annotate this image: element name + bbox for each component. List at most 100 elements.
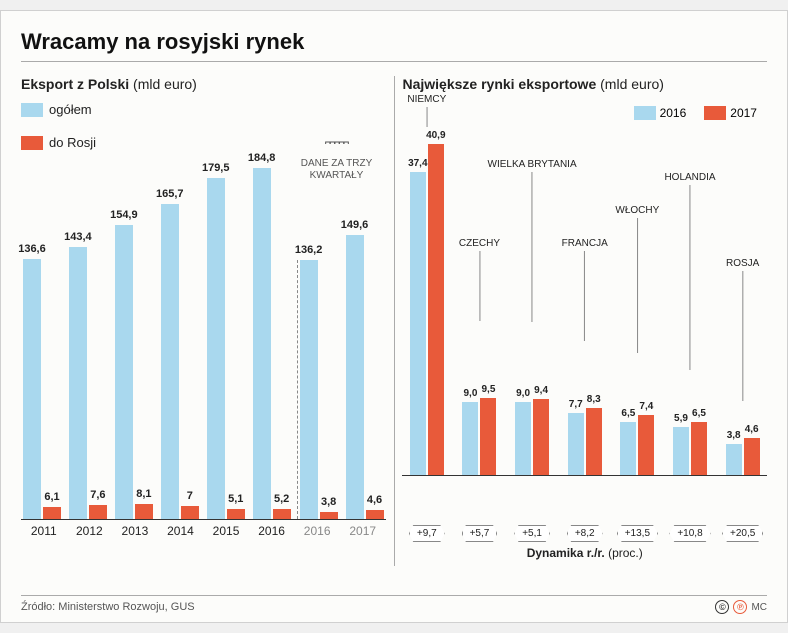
bar-total-value: 154,9 xyxy=(110,209,138,221)
bar-russia-value: 5,2 xyxy=(274,493,289,505)
country-column: WŁOCHY6,57,4 xyxy=(613,415,662,475)
bar-2017: 7,4 xyxy=(638,415,654,475)
bar-russia: 8,1 xyxy=(135,504,153,519)
country-column: ROSJA3,84,6 xyxy=(718,438,767,475)
p-mark-icon: ℗ xyxy=(733,600,747,614)
left-panel: Eksport z Polski (mld euro) ogółem do Ro… xyxy=(21,76,386,566)
bar-russia-value: 8,1 xyxy=(136,488,151,500)
year-label: 2017 xyxy=(340,524,386,538)
bar-2016: 9,0 xyxy=(462,402,478,475)
bar-2017-value: 9,5 xyxy=(481,384,495,395)
dynamics-cell: +8,2 xyxy=(560,525,609,542)
year-label: 2012 xyxy=(67,524,113,538)
bar-russia-value: 7,6 xyxy=(90,489,105,501)
country-column: HOLANDIA5,96,5 xyxy=(666,422,715,475)
dynamics-cell: +9,7 xyxy=(402,525,451,542)
dynamics-cell: +20,5 xyxy=(718,525,767,542)
bar-2017-value: 9,4 xyxy=(534,385,548,396)
bar-2017: 4,6 xyxy=(744,438,760,475)
copyright-icon: © xyxy=(715,600,729,614)
year-label: 2011 xyxy=(21,524,67,538)
dynamics-cell: +5,1 xyxy=(508,525,557,542)
year-label: 2016 xyxy=(294,524,340,538)
main-title: Wracamy na rosyjski rynek xyxy=(21,29,767,55)
bar-total: 165,7 xyxy=(161,204,179,519)
country-name: NIEMCY xyxy=(407,94,446,127)
title-divider xyxy=(21,61,767,62)
country-name: HOLANDIA xyxy=(664,172,715,370)
bar-2016-value: 7,7 xyxy=(569,399,583,410)
country-column: FRANCJA7,78,3 xyxy=(560,408,609,475)
bar-2016-value: 6,5 xyxy=(621,408,635,419)
bar-2016-value: 9,0 xyxy=(516,388,530,399)
bar-2016: 7,7 xyxy=(568,413,584,475)
country-name: ROSJA xyxy=(726,258,759,401)
left-bars: 136,66,1143,47,6154,98,1165,77179,55,118… xyxy=(21,140,386,520)
bar-total-value: 179,5 xyxy=(202,162,230,174)
country-name: FRANCJA xyxy=(562,238,608,341)
dynamics-title: Dynamika r./r. (proc.) xyxy=(527,546,643,560)
year-column: 179,55,1 xyxy=(205,178,247,519)
bar-2016-value: 9,0 xyxy=(463,388,477,399)
bar-2016: 37,4 xyxy=(410,172,426,475)
bar-total: 136,6 xyxy=(23,259,41,519)
bar-total: 179,5 xyxy=(207,178,225,519)
legend-2016-label: 2016 xyxy=(660,106,687,120)
bar-russia-value: 5,1 xyxy=(228,493,243,505)
bar-total: 136,2 xyxy=(300,260,318,519)
dynamics-cell: +13,5 xyxy=(613,525,662,542)
year-column: 184,85,2 xyxy=(251,168,293,519)
bar-2016-value: 5,9 xyxy=(674,413,688,424)
dynamics-value: +8,2 xyxy=(567,525,603,542)
dynamics-value: +13,5 xyxy=(617,525,658,542)
bar-2017-value: 8,3 xyxy=(587,394,601,405)
bar-russia: 6,1 xyxy=(43,507,61,519)
right-subtitle-bold: Największe rynki eksportowe xyxy=(402,76,596,92)
bar-2017-value: 6,5 xyxy=(692,408,706,419)
right-bars: NIEMCY37,440,9CZECHY9,09,5WIELKA BRYTANI… xyxy=(402,136,767,476)
bar-2016: 6,5 xyxy=(620,422,636,475)
left-xlabels: 20112012201320142015201620162017 xyxy=(21,524,386,538)
bar-russia-value: 7 xyxy=(187,490,193,502)
country-name: WŁOCHY xyxy=(615,205,659,353)
dynamics-title-unit: (proc.) xyxy=(605,546,643,560)
bar-total-value: 165,7 xyxy=(156,188,184,200)
bar-2016-value: 37,4 xyxy=(408,158,427,169)
left-subtitle: Eksport z Polski (mld euro) xyxy=(21,76,386,92)
right-panel: Największe rynki eksportowe (mld euro) 2… xyxy=(402,76,767,566)
dynamics-value: +5,7 xyxy=(462,525,498,542)
year-column: 149,64,6 xyxy=(344,235,386,519)
right-chart-area: NIEMCY37,440,9CZECHY9,09,5WIELKA BRYTANI… xyxy=(402,136,767,518)
year-label: 2015 xyxy=(203,524,249,538)
legend-2017: 2017 xyxy=(704,106,757,120)
bar-2016: 9,0 xyxy=(515,402,531,475)
bar-total-value: 136,2 xyxy=(295,244,323,256)
bar-2016: 5,9 xyxy=(673,427,689,475)
panel-divider xyxy=(394,76,395,566)
dynamics-value: +5,1 xyxy=(514,525,550,542)
dynamics-value: +20,5 xyxy=(722,525,763,542)
country-column: WIELKA BRYTANIA9,09,4 xyxy=(508,399,557,475)
bar-total-value: 136,6 xyxy=(18,243,46,255)
bar-russia-value: 3,8 xyxy=(321,496,336,508)
bar-2017: 40,9 xyxy=(428,144,444,475)
bar-2017: 9,5 xyxy=(480,398,496,475)
bar-2017-value: 7,4 xyxy=(639,401,653,412)
bar-russia-value: 4,6 xyxy=(367,494,382,506)
bar-2017-value: 4,6 xyxy=(745,424,759,435)
bar-total: 149,6 xyxy=(346,235,364,519)
legend-2016: 2016 xyxy=(634,106,687,120)
swatch-total xyxy=(21,103,43,117)
year-column: 165,77 xyxy=(159,204,201,519)
dynamics-value: +10,8 xyxy=(669,525,710,542)
dynamics-value: +9,7 xyxy=(409,525,445,542)
bar-2017: 8,3 xyxy=(586,408,602,475)
dynamics-cell: +10,8 xyxy=(666,525,715,542)
panels-row: Eksport z Polski (mld euro) ogółem do Ro… xyxy=(21,76,767,566)
bar-2017: 6,5 xyxy=(691,422,707,475)
bar-russia: 7 xyxy=(181,506,199,519)
year-column: 154,98,1 xyxy=(113,225,155,519)
legend-2017-label: 2017 xyxy=(730,106,757,120)
swatch-2017 xyxy=(704,106,726,120)
left-subtitle-bold: Eksport z Polski xyxy=(21,76,129,92)
